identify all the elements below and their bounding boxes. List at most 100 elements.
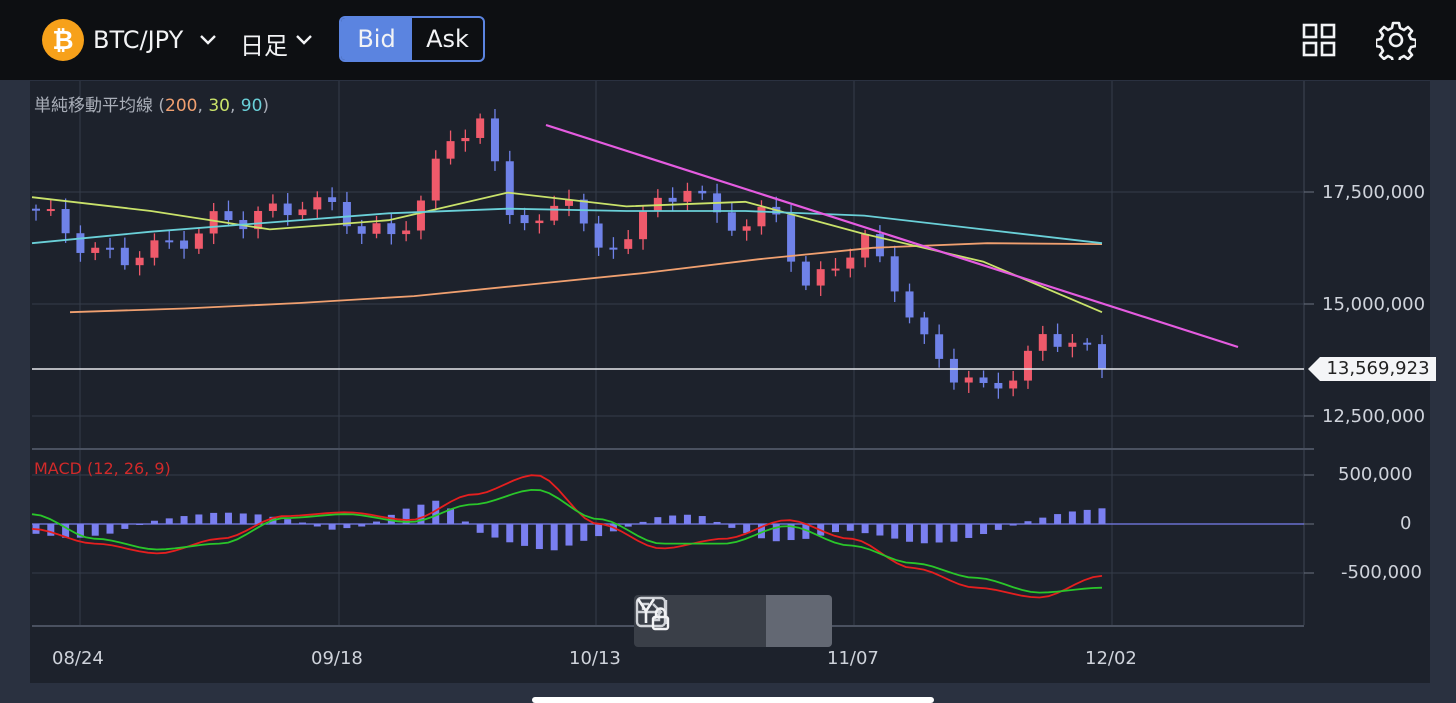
candle-body bbox=[727, 212, 736, 231]
chevron-down-icon[interactable] bbox=[294, 28, 314, 52]
macd-histogram-bar bbox=[595, 524, 603, 537]
candle-body bbox=[920, 317, 929, 335]
sma-200: 200 bbox=[165, 96, 198, 116]
candle-body bbox=[535, 220, 544, 224]
macd-histogram-bar bbox=[772, 524, 780, 542]
top-bar: ₿ BTC/JPY 日足 Bid Ask bbox=[0, 0, 1456, 80]
macd-histogram-bar bbox=[891, 524, 899, 539]
grid-icon[interactable] bbox=[1301, 20, 1337, 60]
candle-body bbox=[372, 223, 381, 234]
macd-histogram-bar bbox=[1024, 521, 1032, 524]
macd-histogram-bar bbox=[654, 517, 662, 524]
candle-body bbox=[313, 197, 322, 210]
macd-histogram-bar bbox=[728, 524, 736, 528]
macd-histogram-bar bbox=[832, 524, 839, 533]
candle-body bbox=[624, 239, 633, 249]
macd-histogram-bar bbox=[876, 524, 884, 536]
macd-histogram-bar bbox=[861, 524, 869, 534]
macd-histogram-bar bbox=[224, 512, 232, 524]
macd-histogram-bar bbox=[210, 512, 218, 524]
macd-histogram-bar bbox=[624, 524, 632, 527]
macd-histogram-bar bbox=[195, 514, 203, 524]
candle-body bbox=[994, 382, 1003, 389]
chart-canvas[interactable] bbox=[30, 81, 1430, 683]
macd-line bbox=[31, 474, 1103, 599]
candle-body bbox=[787, 214, 796, 262]
candle-body bbox=[446, 141, 455, 159]
candle-body bbox=[846, 257, 855, 269]
macd-histogram-bar bbox=[491, 524, 499, 538]
candle-body bbox=[106, 247, 115, 250]
macd-histogram-bar bbox=[328, 524, 336, 530]
y-tick-label: 15,000,000 bbox=[1322, 294, 1426, 315]
macd-histogram-bar bbox=[76, 524, 84, 538]
candle-body bbox=[905, 291, 914, 318]
trend-line bbox=[545, 123, 1239, 349]
candle-body bbox=[861, 234, 870, 258]
candle-body bbox=[816, 269, 825, 286]
macd-histogram-bar bbox=[299, 522, 306, 524]
macd-histogram-bar bbox=[150, 520, 158, 524]
pair-selector[interactable]: BTC/JPY bbox=[93, 26, 184, 54]
macd-histogram-bar bbox=[669, 515, 677, 524]
macd-histogram-bar bbox=[284, 519, 292, 524]
sma-90-line bbox=[31, 207, 1103, 245]
candle-body bbox=[698, 190, 707, 194]
macd-tick-label: 500,000 bbox=[1338, 464, 1413, 485]
macd-histogram-bar bbox=[965, 524, 973, 538]
macd-histogram-bar bbox=[980, 524, 988, 535]
macd-histogram-bar bbox=[121, 524, 129, 529]
gear-icon[interactable] bbox=[1376, 20, 1416, 60]
candle-body bbox=[150, 240, 159, 258]
macd-histogram-bar bbox=[535, 524, 543, 550]
macd-tick-label: -500,000 bbox=[1341, 562, 1422, 583]
y-axis-lock-button[interactable] bbox=[636, 595, 832, 647]
sma-30-line bbox=[31, 191, 1103, 314]
candle-body bbox=[490, 118, 499, 162]
candle-body bbox=[550, 205, 559, 221]
candle-body bbox=[683, 190, 692, 202]
candle-body bbox=[935, 334, 944, 359]
macd-histogram-bar bbox=[402, 508, 410, 524]
candle-body bbox=[1053, 334, 1062, 347]
sma-90: 90 bbox=[240, 96, 263, 116]
macd-histogram-bar bbox=[550, 524, 558, 551]
price-chart[interactable]: 単純移動平均線 (200, 30, 90) MACD (12, 26, 9) 1… bbox=[30, 81, 1436, 683]
period-selector[interactable]: 日足 bbox=[240, 32, 288, 60]
candle-body bbox=[964, 377, 973, 383]
candle-body bbox=[579, 199, 588, 224]
macd-histogram-bar bbox=[343, 524, 351, 529]
scroll-to-latest-button[interactable] bbox=[637, 595, 766, 647]
candle-body bbox=[1068, 342, 1077, 347]
candle-body bbox=[254, 210, 263, 230]
price-type-toggle: Bid Ask bbox=[339, 16, 485, 62]
macd-histogram-bar bbox=[994, 524, 1002, 530]
y-tick-label: 12,500,000 bbox=[1322, 406, 1426, 427]
macd-histogram-bar bbox=[639, 521, 647, 524]
sma-label: 単純移動平均線 bbox=[34, 96, 153, 116]
macd-histogram-bar bbox=[683, 514, 691, 524]
candle-body bbox=[387, 223, 396, 235]
candle-body bbox=[949, 358, 958, 383]
macd-histogram-bar bbox=[1098, 508, 1106, 524]
candle-body bbox=[609, 247, 618, 250]
chevron-down-icon[interactable] bbox=[198, 28, 218, 52]
ask-button[interactable]: Ask bbox=[426, 25, 469, 53]
bid-button[interactable]: Bid bbox=[341, 18, 412, 60]
home-indicator bbox=[532, 697, 934, 703]
candle-body bbox=[416, 200, 425, 231]
macd-histogram-bar bbox=[180, 516, 188, 524]
candle-body bbox=[431, 158, 440, 201]
x-tick-label: 11/07 bbox=[827, 648, 879, 669]
current-price-tag: 13,569,923 bbox=[1308, 357, 1436, 381]
macd-histogram-bar bbox=[580, 524, 588, 541]
candle-body bbox=[979, 377, 988, 383]
macd-histogram-bar bbox=[387, 514, 395, 524]
y-axis-lock-icon bbox=[636, 598, 670, 631]
candle-body bbox=[402, 230, 411, 235]
candle-body bbox=[76, 233, 85, 253]
candle-body bbox=[1038, 334, 1047, 351]
macd-histogram-bar bbox=[950, 524, 958, 542]
macd-histogram-bar bbox=[1009, 524, 1017, 526]
candle-body bbox=[342, 201, 351, 227]
